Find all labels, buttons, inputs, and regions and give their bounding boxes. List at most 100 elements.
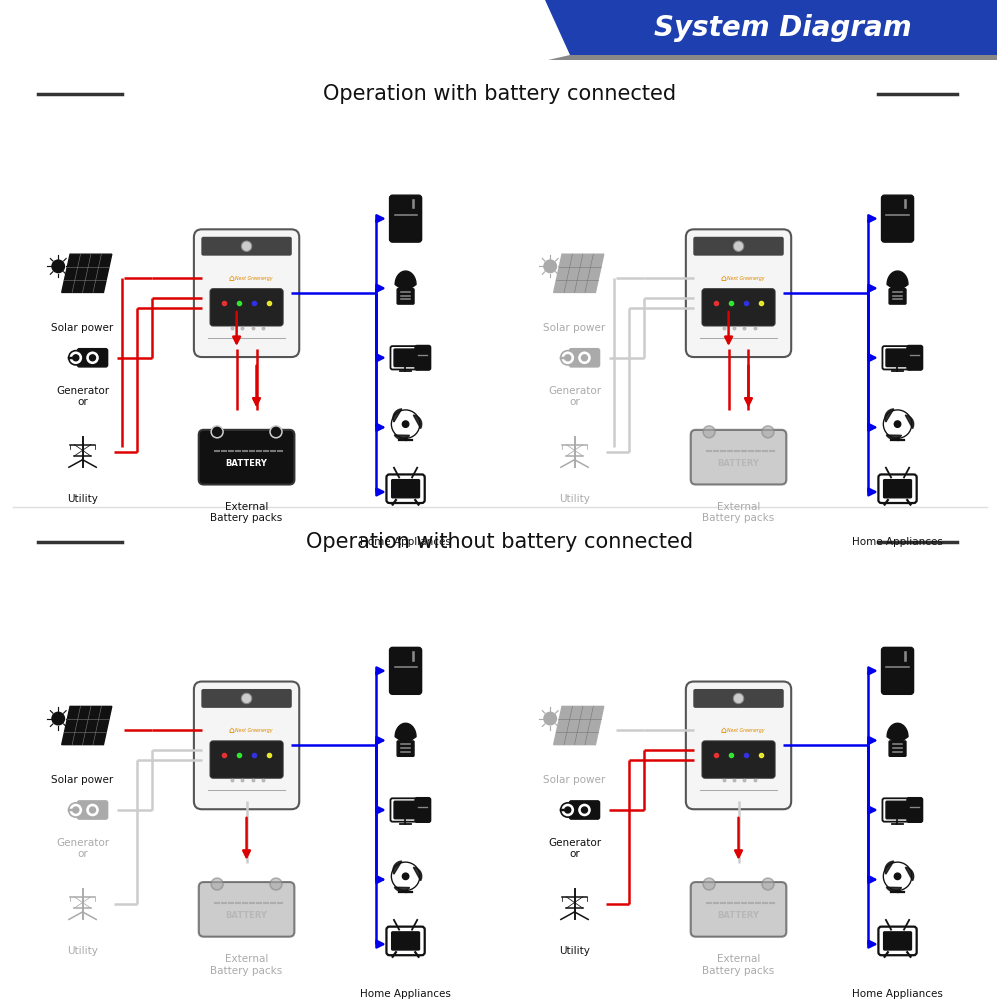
Circle shape [544, 260, 556, 273]
FancyBboxPatch shape [392, 932, 419, 950]
Circle shape [85, 351, 100, 365]
Circle shape [565, 807, 571, 813]
FancyBboxPatch shape [884, 932, 911, 950]
FancyBboxPatch shape [702, 741, 775, 778]
Circle shape [581, 807, 587, 813]
Text: ⌂: ⌂ [721, 274, 727, 283]
Text: Home Appliances: Home Appliances [360, 537, 451, 547]
Circle shape [270, 426, 282, 438]
Circle shape [69, 803, 83, 817]
Circle shape [73, 355, 79, 361]
Text: BATTERY: BATTERY [226, 459, 268, 468]
Circle shape [561, 803, 575, 817]
Text: Next Greenergy: Next Greenergy [727, 728, 765, 733]
Polygon shape [886, 887, 901, 892]
Circle shape [69, 351, 83, 365]
FancyBboxPatch shape [194, 229, 299, 357]
Polygon shape [394, 887, 410, 892]
Circle shape [270, 878, 282, 890]
Polygon shape [548, 55, 997, 60]
FancyBboxPatch shape [394, 801, 417, 819]
FancyBboxPatch shape [390, 798, 420, 822]
Text: Home Appliances: Home Appliances [852, 989, 943, 999]
FancyBboxPatch shape [201, 237, 292, 256]
FancyBboxPatch shape [882, 647, 914, 694]
Circle shape [762, 426, 774, 438]
Text: Next Greenergy: Next Greenergy [727, 276, 765, 281]
Polygon shape [395, 723, 416, 744]
Text: Generator
or: Generator or [548, 386, 601, 407]
Text: Utility: Utility [559, 494, 590, 504]
Text: External
Battery packs: External Battery packs [702, 502, 775, 523]
Polygon shape [885, 861, 894, 874]
FancyBboxPatch shape [199, 430, 294, 485]
Text: Utility: Utility [67, 946, 98, 956]
FancyBboxPatch shape [390, 647, 422, 694]
FancyBboxPatch shape [415, 798, 431, 822]
FancyBboxPatch shape [878, 474, 917, 503]
Circle shape [733, 693, 744, 704]
FancyBboxPatch shape [210, 289, 283, 326]
FancyBboxPatch shape [889, 741, 906, 756]
Circle shape [577, 803, 592, 817]
Polygon shape [413, 867, 422, 881]
Circle shape [894, 873, 901, 880]
Text: System Diagram: System Diagram [654, 14, 912, 42]
Polygon shape [554, 706, 604, 745]
Polygon shape [62, 706, 112, 745]
Circle shape [561, 351, 575, 365]
FancyBboxPatch shape [386, 474, 425, 503]
Circle shape [565, 355, 571, 361]
Text: ⌂: ⌂ [229, 726, 235, 735]
Circle shape [581, 355, 587, 361]
Circle shape [211, 878, 223, 890]
FancyBboxPatch shape [884, 480, 911, 498]
Polygon shape [887, 723, 908, 744]
FancyBboxPatch shape [878, 927, 917, 955]
FancyBboxPatch shape [882, 195, 914, 242]
Polygon shape [395, 271, 416, 292]
FancyBboxPatch shape [199, 882, 294, 937]
FancyBboxPatch shape [390, 195, 422, 242]
Text: Home Appliances: Home Appliances [360, 989, 451, 999]
Circle shape [241, 241, 252, 251]
FancyBboxPatch shape [882, 346, 912, 369]
FancyBboxPatch shape [702, 289, 775, 326]
Text: Generator
or: Generator or [56, 386, 109, 407]
FancyBboxPatch shape [210, 741, 283, 778]
Polygon shape [413, 415, 422, 428]
Circle shape [52, 260, 64, 273]
Text: Utility: Utility [559, 946, 590, 956]
Circle shape [52, 712, 64, 725]
FancyBboxPatch shape [77, 801, 108, 819]
Circle shape [90, 807, 96, 813]
Circle shape [402, 873, 409, 880]
FancyBboxPatch shape [415, 345, 431, 370]
Text: Solar power: Solar power [543, 323, 606, 333]
Polygon shape [393, 861, 402, 874]
FancyBboxPatch shape [386, 927, 425, 955]
Text: Generator
or: Generator or [548, 838, 601, 859]
Circle shape [733, 241, 744, 251]
FancyBboxPatch shape [889, 289, 906, 304]
FancyBboxPatch shape [201, 689, 292, 708]
FancyBboxPatch shape [569, 801, 600, 819]
Text: BATTERY: BATTERY [226, 911, 268, 920]
Text: Operation without battery connected: Operation without battery connected [306, 532, 694, 552]
Polygon shape [905, 415, 914, 428]
Text: Next Greenergy: Next Greenergy [235, 728, 273, 733]
FancyBboxPatch shape [907, 798, 923, 822]
Polygon shape [393, 409, 402, 422]
Text: BATTERY: BATTERY [718, 459, 759, 468]
FancyBboxPatch shape [390, 346, 420, 369]
Text: External
Battery packs: External Battery packs [702, 954, 775, 976]
FancyBboxPatch shape [194, 682, 299, 809]
Text: Operation with battery connected: Operation with battery connected [323, 84, 677, 104]
FancyBboxPatch shape [691, 882, 786, 937]
FancyBboxPatch shape [691, 430, 786, 485]
Polygon shape [885, 409, 894, 422]
FancyBboxPatch shape [392, 480, 419, 498]
Circle shape [544, 712, 556, 725]
Polygon shape [394, 435, 410, 439]
FancyBboxPatch shape [397, 741, 414, 756]
